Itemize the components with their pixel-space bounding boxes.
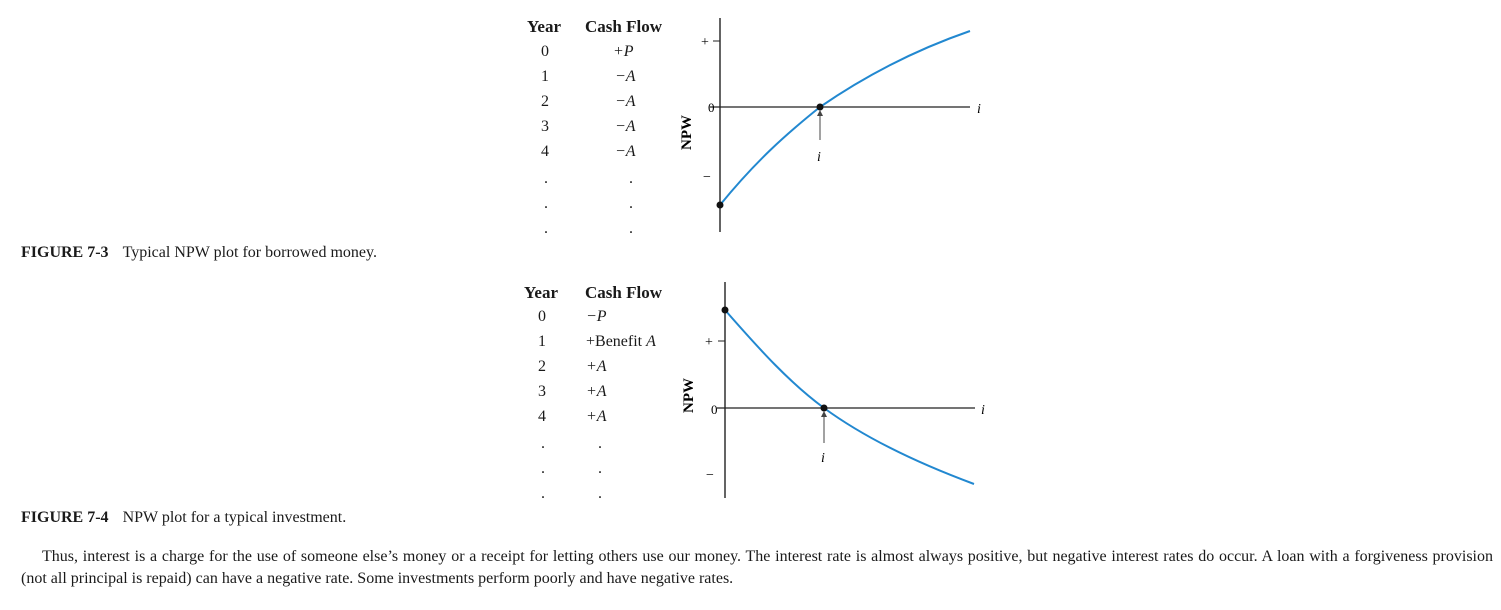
year-header: Year [527, 17, 561, 36]
figure-number: FIGURE 7-3 [21, 244, 109, 261]
year-cell: 0 [538, 308, 546, 325]
figure-number: FIGURE 7-4 [21, 509, 109, 526]
npw-plot: + 0 − NPW i i [681, 282, 985, 498]
ellipsis-dot: . [544, 220, 548, 237]
ellipsis-dot: . [629, 220, 633, 237]
cashflow-header: Cash Flow [585, 17, 662, 36]
root-point [820, 404, 828, 412]
npw-curve [719, 30, 971, 206]
y-axis-label: NPW [679, 115, 695, 150]
year-cell: 1 [538, 333, 546, 350]
year-header: Year [524, 283, 558, 302]
ellipsis-dot: . [598, 460, 602, 477]
cashflow-cell: +P [613, 43, 634, 60]
root-arrowhead [817, 110, 823, 116]
ellipsis-dot: . [541, 435, 545, 452]
ellipsis-dot: . [541, 485, 545, 502]
npw-curve [724, 309, 975, 485]
cashflow-cell: −A [615, 143, 636, 160]
year-cell: 0 [541, 43, 549, 60]
ellipsis-dot: . [598, 485, 602, 502]
year-cell: 3 [541, 118, 549, 135]
npw-plot: + 0 − NPW i i [679, 18, 981, 232]
root-arrowhead [821, 411, 827, 417]
cashflow-cell: −A [615, 118, 636, 135]
figure-caption: FIGURE 7-4 NPW plot for a typical investm… [21, 509, 346, 527]
cashflow-cell: +Benefit A [586, 333, 656, 350]
intercept-point [716, 201, 724, 209]
minus-tick-label: − [703, 170, 711, 185]
body-paragraph: Thus, interest is a charge for the use o… [21, 548, 1493, 587]
ellipsis-dot: . [629, 195, 633, 212]
cashflow-cell: −P [586, 308, 607, 325]
ellipsis-dot: . [544, 195, 548, 212]
ellipsis-dot: . [629, 170, 633, 187]
root-label: i [817, 150, 821, 165]
root-label: i [821, 451, 825, 466]
zero-tick-label: 0 [708, 100, 715, 115]
cashflow-cell: −A [615, 93, 636, 110]
cashflow-cell: +A [586, 358, 607, 375]
year-cell: 3 [538, 383, 546, 400]
y-axis-label: NPW [681, 378, 697, 413]
year-cell: 4 [541, 143, 549, 160]
figure-caption: FIGURE 7-3 Typical NPW plot for borrowed … [21, 244, 377, 262]
year-cell: 2 [541, 93, 549, 110]
root-point [816, 103, 824, 111]
cashflow-cell: +A [586, 408, 607, 425]
cashflow-cell: +A [586, 383, 607, 400]
x-axis-label: i [977, 102, 981, 117]
x-axis-label: i [981, 403, 985, 418]
intercept-point [721, 306, 729, 314]
minus-tick-label: − [706, 468, 714, 483]
year-cell: 1 [541, 68, 549, 85]
plus-tick-label: + [705, 335, 713, 350]
cashflow-header: Cash Flow [585, 283, 662, 302]
cashflow-cell: −A [615, 68, 636, 85]
figure-caption-text: NPW plot for a typical investment. [122, 509, 347, 526]
zero-tick-label: 0 [711, 402, 718, 417]
year-cell: 2 [538, 358, 546, 375]
year-cell: 4 [538, 408, 546, 425]
ellipsis-dot: . [544, 170, 548, 187]
plus-tick-label: + [701, 35, 709, 50]
ellipsis-dot: . [598, 435, 602, 452]
ellipsis-dot: . [541, 460, 545, 477]
figure-caption-text: Typical NPW plot for borrowed money. [122, 244, 377, 261]
